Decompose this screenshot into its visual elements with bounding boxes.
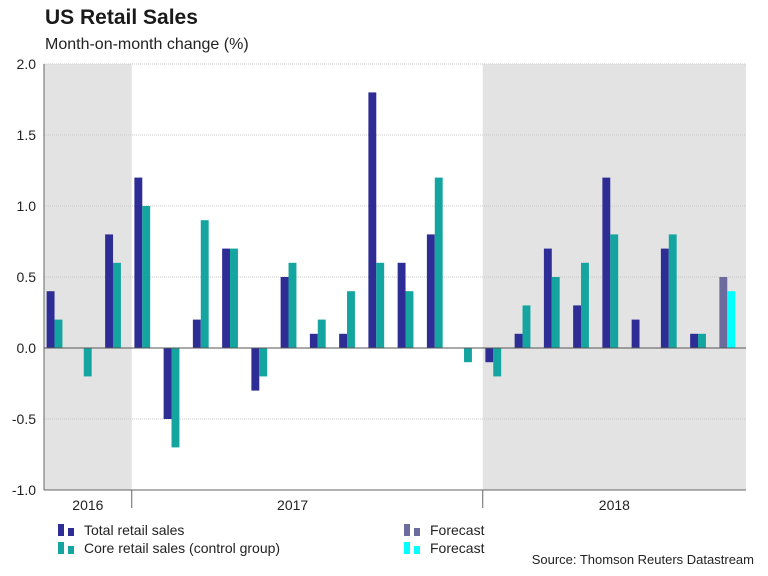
- bar-forecast: [719, 277, 728, 348]
- legend-swatch-forecast-core-a: [404, 542, 410, 554]
- y-tick-label: 0.5: [17, 269, 37, 285]
- legend-swatch-total-b: [68, 528, 74, 536]
- legend-swatch-forecast-total-a: [404, 524, 410, 536]
- bar-core: [317, 319, 326, 348]
- bar-core: [376, 262, 385, 348]
- bar-core: [171, 348, 180, 448]
- chart-subtitle: Month-on-month change (%): [45, 36, 249, 53]
- legend-swatch-total: [58, 524, 74, 536]
- legend-swatch-core-a: [58, 542, 64, 554]
- bar-total: [222, 248, 231, 348]
- bar-core: [551, 277, 560, 348]
- bar-core: [434, 177, 443, 348]
- bar-core: [259, 348, 268, 377]
- legend-label-core: Core retail sales (control group): [84, 540, 281, 556]
- bar-total: [602, 177, 611, 348]
- y-tick-label: -0.5: [12, 411, 36, 427]
- y-tick-label: 1.0: [17, 198, 37, 214]
- bar-total: [514, 333, 523, 348]
- bar-core: [113, 262, 121, 348]
- bar-total: [280, 277, 289, 348]
- bar-total: [660, 248, 669, 348]
- bar-total: [105, 234, 114, 348]
- legend-swatch-total-a: [58, 524, 64, 536]
- bar-core: [230, 248, 238, 348]
- bar-total: [163, 348, 172, 419]
- y-tick-label: -1.0: [12, 482, 36, 498]
- legend-swatch-forecast-total-b: [414, 528, 420, 536]
- legend-item-forecast-total: Forecast: [404, 522, 484, 538]
- y-tick-label: 2.0: [17, 56, 37, 72]
- legend-label-forecast-total: Forecast: [430, 522, 485, 538]
- bar-core: [405, 291, 414, 348]
- bar-total: [631, 319, 640, 348]
- bar-total: [309, 333, 318, 348]
- bar-total: [690, 333, 699, 348]
- bar-core: [698, 333, 706, 348]
- legend-swatch-core: [58, 542, 74, 554]
- legend-swatch-forecast-core-b: [414, 546, 420, 554]
- bar-total: [485, 348, 494, 363]
- x-year-label: 2017: [277, 497, 308, 513]
- bar-core: [83, 348, 92, 377]
- legend-swatch-forecast-total: [404, 524, 420, 536]
- bar-core: [493, 348, 502, 377]
- chart-title: US Retail Sales: [45, 6, 198, 29]
- x-year-label: 2018: [599, 497, 630, 513]
- bar-core: [464, 348, 472, 363]
- bar-total: [368, 92, 377, 349]
- bar-total: [339, 333, 348, 348]
- legend-item-forecast-core: Forecast: [404, 540, 484, 556]
- bar-core: [610, 234, 619, 348]
- y-tick-label: 0.0: [17, 340, 37, 356]
- bar-total: [192, 319, 201, 348]
- bar-core: [347, 291, 355, 348]
- bar-core: [668, 234, 677, 348]
- bar-core: [581, 262, 589, 348]
- bar-total: [543, 248, 552, 348]
- source-note: Source: Thomson Reuters Datastream: [531, 552, 754, 567]
- bar-core: [54, 319, 63, 348]
- legend-item-total: Total retail sales: [58, 522, 184, 538]
- legend-item-core: Core retail sales (control group): [58, 540, 280, 556]
- bar-total: [397, 262, 406, 348]
- bar-total: [426, 234, 435, 348]
- bar-core: [288, 262, 297, 348]
- bar-core: [142, 206, 151, 348]
- legend-label-total: Total retail sales: [84, 522, 185, 538]
- bar-forecast: [727, 291, 736, 348]
- legend-swatch-forecast-core: [404, 542, 420, 554]
- bar-total: [573, 305, 582, 348]
- y-tick-label: 1.5: [17, 127, 37, 143]
- bar-core: [522, 305, 531, 348]
- bar-total: [251, 348, 260, 391]
- legend-label-forecast-core: Forecast: [430, 540, 485, 556]
- bar-total: [46, 291, 55, 348]
- legend-swatch-core-b: [68, 546, 74, 554]
- bar-total: [134, 177, 143, 348]
- x-year-label: 2016: [72, 497, 103, 513]
- bar-core: [200, 220, 209, 348]
